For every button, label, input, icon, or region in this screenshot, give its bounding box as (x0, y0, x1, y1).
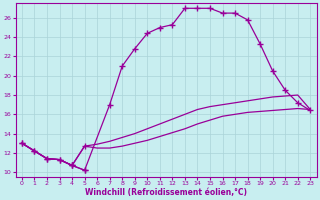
X-axis label: Windchill (Refroidissement éolien,°C): Windchill (Refroidissement éolien,°C) (85, 188, 247, 197)
